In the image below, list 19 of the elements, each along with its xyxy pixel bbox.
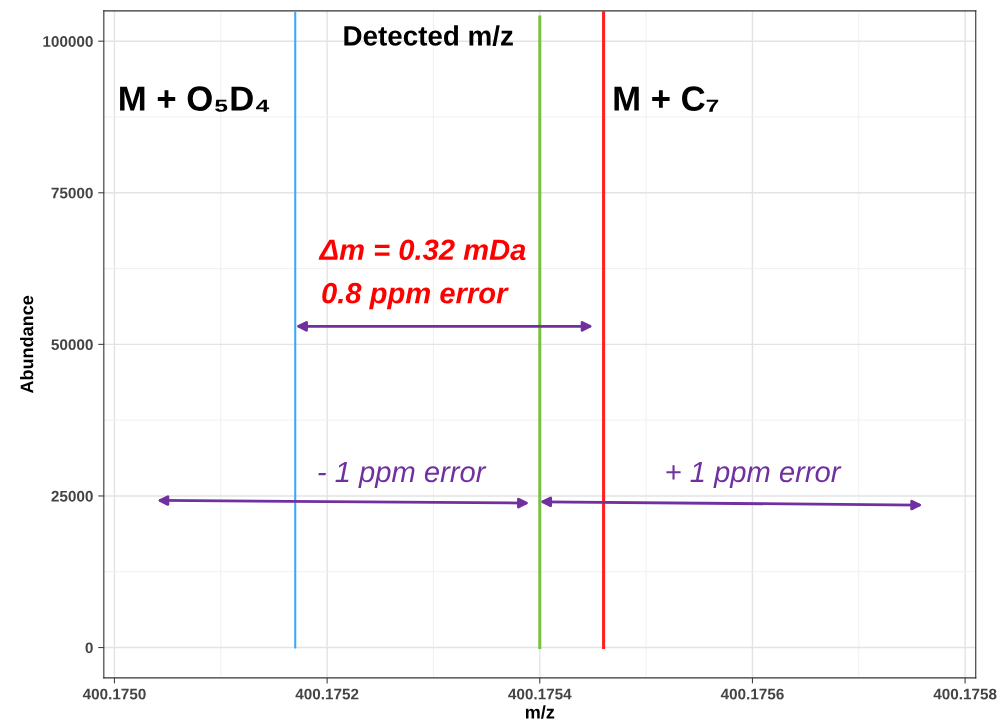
x-tick-label: 400.1758: [933, 688, 997, 700]
annotation: 0.8 ppm error: [322, 282, 509, 310]
x-tick-label: 400.1752: [295, 688, 359, 700]
annotation: M + C₇: [614, 86, 719, 112]
y-tick-label: 50000: [51, 339, 93, 351]
x-tick-label: 400.1756: [720, 688, 784, 700]
y-axis-title: Abundance: [20, 295, 34, 394]
annotation: + 1 ppm error: [666, 461, 842, 489]
annotation: M + O₅D₄: [120, 86, 270, 112]
x-axis-title: m/z: [525, 705, 555, 719]
y-tick-label: 25000: [51, 490, 93, 502]
annotation: Δm = 0.32 mDa: [318, 239, 526, 261]
y-tick-label: 0: [85, 642, 93, 654]
x-tick-label: 400.1754: [508, 688, 572, 700]
annotation: Detected m/z: [344, 25, 513, 46]
y-tick-label: 75000: [51, 187, 93, 199]
y-tick-label: 100000: [43, 36, 93, 47]
x-tick-label: 400.1750: [82, 688, 146, 700]
annotation: - 1 ppm error: [318, 461, 487, 489]
